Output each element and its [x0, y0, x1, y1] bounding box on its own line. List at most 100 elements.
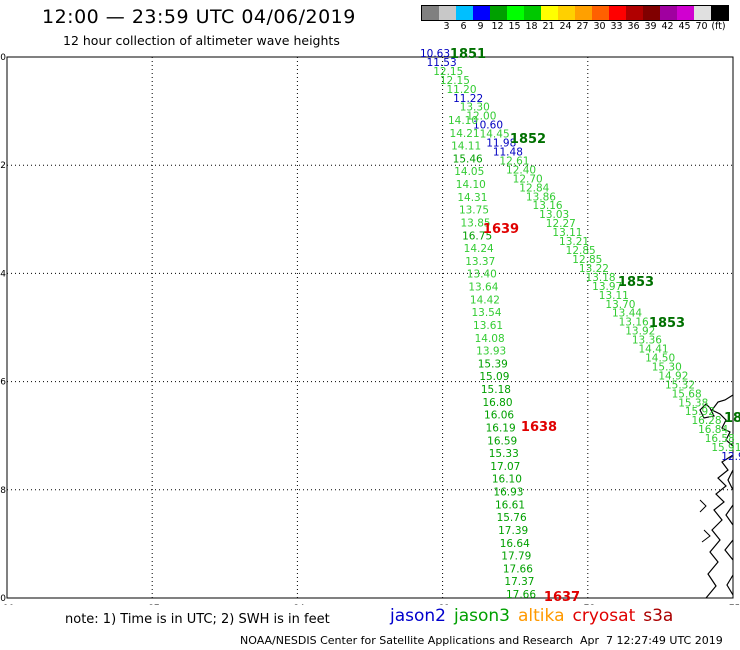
legend-swatch [507, 6, 524, 20]
legend-swatch [558, 6, 575, 20]
wave-height-value: 12.27 [546, 218, 576, 230]
wave-height-value: 14.45 [480, 129, 510, 141]
wave-height-value: 14.50 [645, 352, 675, 364]
legend-label: 45 [678, 21, 691, 32]
wave-height-value: 16.93 [493, 487, 523, 499]
wave-height-value: 16.10 [492, 474, 522, 486]
wave-height-value: 12.70 [513, 173, 543, 185]
wave-height-value: 13.18 [586, 272, 616, 284]
wave-height-value: 13.16 [619, 317, 649, 329]
wave-height-value: 14.21 [450, 128, 480, 140]
wave-height-value: 12.9 [721, 451, 740, 463]
wave-height-value: 14.11 [451, 141, 481, 153]
y-tick-label: -44 [0, 269, 6, 279]
legend-label: 18 [525, 21, 538, 32]
x-tick-label: -87 [145, 604, 160, 605]
wave-height-value: 14.24 [464, 243, 494, 255]
satellite-cryosat: cryosat [572, 606, 636, 626]
legend-swatch [524, 6, 541, 20]
wave-height-value: 15.92 [685, 406, 715, 418]
x-tick-label: -81 [435, 604, 450, 605]
pass-number-label: 1851 [450, 47, 486, 62]
wave-height-value: 13.11 [599, 290, 629, 302]
wave-height-value: 15.68 [672, 388, 702, 400]
map-grid [7, 57, 733, 598]
legend-swatch [677, 6, 694, 20]
wave-height-value: 17.07 [490, 461, 520, 473]
wave-height-value: 12.15 [440, 75, 470, 87]
legend-swatch [490, 6, 507, 20]
wave-height-value: 14.31 [457, 192, 487, 204]
wave-height-value: 16.64 [500, 538, 530, 550]
legend-label: 6 [460, 21, 467, 32]
legend-label: 70 [695, 21, 708, 32]
pass-number-label: 18 [724, 411, 740, 426]
wave-height-value: 12.84 [519, 182, 549, 194]
wave-height-value: 16.19 [486, 422, 516, 434]
legend-swatch [694, 6, 711, 20]
legend-swatch [541, 6, 558, 20]
satellite-s3a: s3a [643, 606, 674, 626]
wave-height-value: 12.85 [566, 245, 596, 257]
wave-height-value: 16.75 [462, 230, 492, 242]
wave-height-value: 13.93 [476, 346, 506, 358]
wave-height-value: 13.30 [460, 102, 490, 114]
legend-swatch [439, 6, 456, 20]
wave-height-value: 13.16 [533, 200, 563, 212]
wave-height-value: 13.40 [467, 269, 497, 281]
legend-label: 39 [644, 21, 657, 32]
wave-height-value: 16.06 [484, 410, 514, 422]
y-tick-label: -50 [0, 594, 6, 604]
axis-tick-labels: -90 -87 -84 -81 -78 -75 -40 -42 -44 -46 -48 -50 [0, 53, 740, 605]
pass-number-label: 1638 [521, 420, 557, 435]
legend-swatch [626, 6, 643, 20]
wave-height-value: 15.91 [711, 442, 740, 454]
pass-number-label: 1853 [649, 316, 685, 331]
wave-height-value: 13.64 [468, 282, 498, 294]
legend-label: 33 [610, 21, 623, 32]
wave-height-value: 13.22 [579, 263, 609, 275]
legend-label: 30 [593, 21, 606, 32]
wave-height-value: 15.76 [497, 512, 527, 524]
legend-swatch [422, 6, 439, 20]
wave-height-value: 17.66 [503, 563, 533, 575]
wave-height-value: 15.32 [665, 379, 695, 391]
wave-height-value: 16.28 [691, 415, 721, 427]
legend-label: 9 [477, 21, 484, 32]
legend-swatch [456, 6, 473, 20]
wave-height-map[interactable]: -90 -87 -84 -81 -78 -75 -40 -42 -44 -46 -48 -50 10.… [0, 0, 740, 605]
wave-height-value: 13.37 [465, 256, 495, 268]
legend-swatch [660, 6, 677, 20]
wave-height-value: 14.41 [639, 344, 669, 356]
wave-height-value: 10.60 [473, 120, 503, 132]
satellite-jason2: jason2 [390, 606, 446, 626]
wave-height-value: 15.39 [478, 358, 508, 370]
wave-height-value: 13.92 [625, 326, 655, 338]
color-scale-labels: 3 6 9 12 15 18 21 24 27 30 33 36 39 42 45 70 (ft) [421, 21, 727, 32]
wave-height-value: 15.33 [489, 448, 519, 460]
wave-height-value: 13.75 [459, 205, 489, 217]
y-tick-label: -42 [0, 161, 6, 171]
wave-height-value: 17.39 [498, 525, 528, 537]
x-tick-label: -78 [580, 604, 595, 605]
wave-height-value: 16.84 [698, 424, 728, 436]
wave-height-value: 13.21 [559, 236, 589, 248]
legend-label: 42 [661, 21, 674, 32]
legend-swatch [643, 6, 660, 20]
wave-height-value: 16.61 [495, 499, 525, 511]
y-tick-label: -46 [0, 378, 6, 388]
wave-height-value: 15.46 [453, 153, 483, 165]
wave-height-value: 17.66 [506, 589, 536, 601]
legend-label: 27 [576, 21, 589, 32]
legend-label: (ft) [711, 21, 726, 32]
wave-height-value: 14.42 [470, 294, 500, 306]
legend-swatch [592, 6, 609, 20]
legend-swatch [575, 6, 592, 20]
wave-height-value: 13.61 [473, 320, 503, 332]
wave-height-value: 13.11 [552, 227, 582, 239]
wave-height-value: 13.85 [461, 217, 491, 229]
wave-height-value: 11.98 [486, 138, 516, 150]
satellite-jason3: jason3 [454, 606, 510, 626]
wave-height-value: 17.79 [501, 551, 531, 563]
pass-number-label: 1637 [544, 590, 580, 605]
